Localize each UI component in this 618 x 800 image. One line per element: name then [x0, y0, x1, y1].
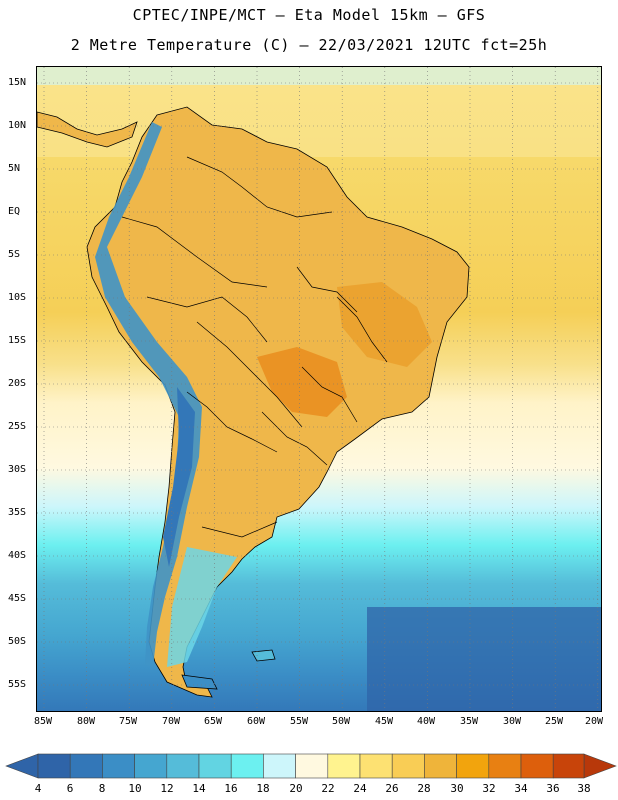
lon-label-55w: 55W: [289, 716, 309, 727]
lat-label-5n: 5N: [8, 163, 21, 174]
lon-label-65w: 65W: [203, 716, 223, 727]
colorbar-tick-6: 6: [66, 782, 74, 795]
lat-label-55s: 55S: [8, 679, 27, 690]
lat-label-25s: 25S: [8, 421, 27, 432]
colorbar-tick-8: 8: [98, 782, 106, 795]
colorbar-tick-10: 10: [128, 782, 142, 795]
colorbar-high-extend: [583, 753, 617, 779]
lon-label-20w: 20W: [584, 716, 604, 727]
lat-label-15s: 15S: [8, 335, 27, 346]
tierra-del-fuego: [181, 674, 218, 690]
lon-label-60w: 60W: [246, 716, 266, 727]
lat-label-40s: 40S: [8, 550, 27, 561]
lat-label-10s: 10S: [8, 292, 27, 303]
colorbar-tick-24: 24: [353, 782, 367, 795]
colorbar-tick-4: 4: [34, 782, 42, 795]
north-cool-edge: [37, 67, 601, 85]
patagonia-cool-region: [167, 547, 237, 667]
lat-label-15n: 15N: [8, 77, 27, 88]
lon-label-40w: 40W: [416, 716, 436, 727]
falkland-islands: [251, 649, 276, 662]
northeast-warm-region: [337, 282, 432, 367]
colorbar-tick-18: 18: [256, 782, 270, 795]
map-title-line-1: CPTEC/INPE/MCT – Eta Model 15km – GFS: [132, 6, 486, 24]
colorbar-segments: [37, 753, 585, 779]
lon-label-85w: 85W: [33, 716, 53, 727]
lon-label-45w: 45W: [374, 716, 394, 727]
colorbar-tick-22: 22: [321, 782, 335, 795]
lat-label-30s: 30S: [8, 464, 27, 475]
lon-label-35w: 35W: [459, 716, 479, 727]
colorbar-low-extend: [5, 753, 39, 779]
colorbar-tick-14: 14: [192, 782, 206, 795]
lat-label-45s: 45S: [8, 593, 27, 604]
colorbar: [5, 753, 617, 779]
central-america-landmass: [37, 111, 138, 148]
lat-label-5s: 5S: [8, 249, 21, 260]
lon-label-75w: 75W: [118, 716, 138, 727]
colorbar-tick-34: 34: [514, 782, 528, 795]
colorbar-tick-28: 28: [417, 782, 431, 795]
colorbar-tick-30: 30: [450, 782, 464, 795]
colorbar-tick-16: 16: [224, 782, 238, 795]
colorbar-tick-20: 20: [289, 782, 303, 795]
lat-label-eq: EQ: [8, 206, 21, 217]
colorbar-tick-12: 12: [160, 782, 174, 795]
southeast-cold-patch: [367, 607, 601, 711]
lat-label-10n: 10N: [8, 120, 27, 131]
lon-label-80w: 80W: [76, 716, 96, 727]
lat-label-50s: 50S: [8, 636, 27, 647]
colorbar-tick-38: 38: [577, 782, 591, 795]
map-title-line-2: 2 Metre Temperature (C) – 22/03/2021 12U…: [70, 36, 548, 54]
lat-label-35s: 35S: [8, 507, 27, 518]
temperature-field-svg: [37, 67, 601, 711]
lat-label-20s: 20S: [8, 378, 27, 389]
country-borders: [121, 156, 388, 538]
andes-peak-band: [163, 387, 195, 567]
temperature-map: [36, 66, 602, 712]
colorbar-tick-32: 32: [482, 782, 496, 795]
colorbar-tick-26: 26: [385, 782, 399, 795]
lon-label-30w: 30W: [502, 716, 522, 727]
lon-label-25w: 25W: [544, 716, 564, 727]
lon-label-70w: 70W: [161, 716, 181, 727]
lon-label-50w: 50W: [331, 716, 351, 727]
colorbar-tick-36: 36: [546, 782, 560, 795]
